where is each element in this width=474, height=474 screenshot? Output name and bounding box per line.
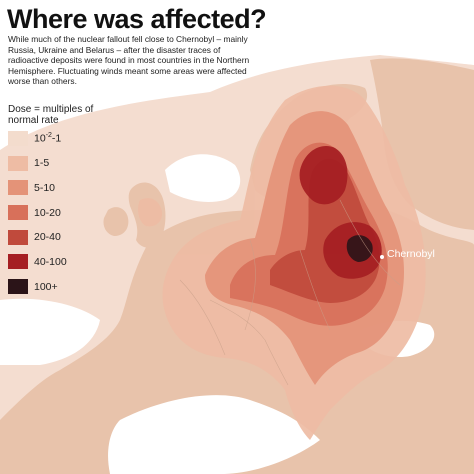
- border-line-4: [339, 199, 401, 286]
- border-line-2: [244, 239, 256, 331]
- legend-swatch: [8, 254, 28, 270]
- intro-text: While much of the nuclear fallout fell c…: [8, 34, 250, 87]
- sea-bay-of-biscay: [0, 298, 100, 365]
- legend-label-suffix: -1: [51, 132, 62, 145]
- legend-swatch: [8, 229, 28, 245]
- chernobyl-label: Chernobyl: [387, 248, 435, 260]
- sea-north-sea: [165, 154, 241, 203]
- land-ireland: [103, 207, 129, 236]
- legend-swatch: [8, 180, 28, 196]
- legend-item: 10-2-1: [8, 130, 118, 147]
- legend-item: 40-100: [8, 253, 118, 270]
- legend-label-base: 10-20: [34, 206, 61, 219]
- border-line-1: [209, 299, 289, 386]
- fallout-band-100-plus-core: [346, 235, 373, 262]
- legend-label-base: 20-40: [34, 231, 61, 244]
- land-russia-north: [370, 58, 474, 231]
- border-line-5: [179, 279, 226, 356]
- legend-label-exponent: -2: [45, 132, 52, 140]
- legend-swatch: [8, 205, 28, 221]
- legend-label: 10-2-1: [34, 132, 61, 145]
- legend-items: 10-2-1 1-5 5-10 10-20 20-40 40-100 100+: [8, 130, 118, 295]
- legend-label: 40-100: [34, 256, 67, 268]
- legend-label-base: 100+: [34, 280, 58, 293]
- legend-label: 1-5: [34, 157, 49, 169]
- border-line-3: [299, 249, 331, 331]
- legend-label-base: 5-10: [34, 181, 56, 194]
- sea-mediterranean: [108, 395, 320, 474]
- legend-label: 20-40: [34, 231, 61, 243]
- fallout-band-100-plus: [346, 235, 373, 262]
- legend-swatch: [8, 279, 28, 295]
- legend-label-base: 10: [34, 132, 46, 145]
- legend-label: 10-20: [34, 207, 61, 219]
- page-title: Where was affected?: [7, 4, 267, 34]
- legend-label: 100+: [34, 281, 58, 293]
- legend-item: 1-5: [8, 155, 118, 172]
- legend-item: 10-20: [8, 204, 118, 221]
- legend-label-base: 40-100: [34, 255, 67, 268]
- chernobyl-marker: [380, 255, 384, 259]
- country-borders: [179, 199, 401, 386]
- legend-item: 20-40: [8, 229, 118, 246]
- legend-title: Dose = multiples of normal rate: [8, 104, 94, 126]
- legend-label: 5-10: [34, 182, 55, 194]
- dose-legend: Dose = multiples of normal rate 10-2-1 1-…: [8, 104, 118, 303]
- fallout-band-40-100-north: [299, 146, 348, 205]
- legend-label-base: 1-5: [34, 157, 50, 170]
- legend-swatch: [8, 155, 28, 171]
- legend-swatch: [8, 131, 28, 146]
- legend-item: 100+: [8, 278, 118, 295]
- legend-item: 5-10: [8, 179, 118, 196]
- fallout-band-1-5-britain: [138, 198, 163, 227]
